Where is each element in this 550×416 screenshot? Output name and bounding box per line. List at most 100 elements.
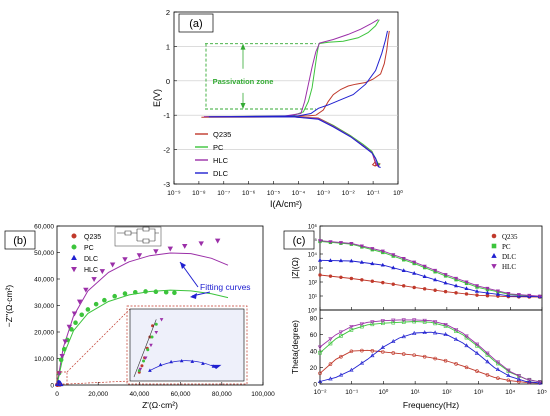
point-q235-impedance	[318, 273, 322, 277]
point-pc-phase	[380, 321, 385, 326]
point-hlc-impedance	[380, 249, 385, 254]
series-q235-line	[201, 30, 390, 167]
y-tick-label: 0	[313, 382, 317, 389]
point-hlc-phase	[317, 345, 323, 350]
point-dlc-phase	[349, 367, 354, 372]
inset-connector	[66, 308, 131, 373]
point-hlc	[91, 277, 97, 283]
inset-point-hlc	[149, 343, 153, 348]
point-hlc-impedance	[412, 260, 417, 265]
point-dlc-impedance	[412, 271, 417, 275]
point-hlc-impedance	[391, 253, 396, 257]
point-hlc-phase	[474, 342, 480, 347]
point-dlc-phase	[464, 343, 469, 348]
legend-q235-label: Q235	[213, 130, 231, 139]
panel-c-xlabel: Frequency(Hz)	[403, 400, 459, 410]
point-hlc-phase	[401, 318, 406, 323]
legend-hlc-label: HLC	[502, 263, 516, 271]
point-q235-impedance	[381, 280, 385, 285]
point-pc	[85, 307, 91, 312]
point-hlc	[76, 299, 83, 305]
y-tick-label: 20	[310, 365, 318, 372]
y-tick-label: 0	[50, 383, 54, 390]
y-tick-label: 1	[166, 42, 170, 51]
x-tick-label: 10⁻⁶	[242, 190, 256, 197]
point-hlc-impedance	[516, 293, 521, 297]
legend-hlc-label: HLC	[213, 156, 229, 165]
point-hlc-phase	[359, 322, 365, 327]
point-q235-phase	[391, 351, 396, 355]
point-q235-phase	[370, 348, 375, 353]
panel-b-label-box	[4, 230, 36, 250]
inset-fit	[149, 360, 214, 371]
point-dlc-impedance	[464, 286, 469, 291]
point-dlc-impedance	[317, 257, 323, 262]
point-hlc-impedance	[401, 256, 406, 261]
x-tick-label: 10⁻¹	[367, 190, 381, 197]
point-hlc	[56, 371, 62, 377]
inset-frame	[129, 308, 245, 382]
point-q235-phase	[496, 376, 500, 380]
legend-dlc-label: DLC	[84, 256, 98, 263]
point-hlc	[99, 269, 106, 275]
y-tick-label: 60,000	[34, 224, 54, 231]
x-tick-label: 80,000	[212, 391, 232, 398]
point-hlc-phase	[443, 322, 448, 327]
y-tick-label: 40,000	[34, 277, 54, 284]
point-dlc-impedance	[349, 258, 354, 263]
point-hlc-impedance	[474, 284, 480, 288]
point-q235-phase	[454, 362, 458, 366]
panel-c-top-ylabel: |Z|(Ω)	[290, 257, 300, 279]
legend-pc-label: PC	[213, 143, 224, 152]
point-dlc-phase	[401, 334, 406, 339]
x-tick-label: 10³	[474, 389, 484, 396]
point-hlc-impedance	[328, 240, 333, 244]
y-tick-label: 10,000	[34, 356, 54, 363]
panel-a-polarization-chart: 10⁻⁹ 10⁻⁸ 10⁻⁷ 10⁻⁶ 10⁻⁵ 10⁻⁴ 10⁻³ 10⁻² 10⁻¹ 10⁰ …	[152, 8, 403, 209]
point-dlc-impedance	[474, 289, 480, 293]
fit-hlc-phase	[319, 319, 543, 383]
x-tick-label: 10⁻⁴	[292, 190, 306, 197]
point-hlc-impedance	[338, 241, 343, 245]
point-pc	[112, 293, 117, 299]
point-pc-phase	[391, 320, 396, 325]
point-dlc-phase	[422, 330, 427, 335]
point-pc	[122, 291, 128, 296]
y-tick-label: 30,000	[34, 303, 54, 310]
point-dlc-impedance	[422, 274, 427, 278]
inset-point-hlc	[143, 356, 148, 360]
point-q235-impedance	[464, 292, 469, 296]
point-hlc	[214, 238, 221, 244]
inset-point-hlc	[159, 318, 164, 322]
point-hlc-impedance	[433, 268, 438, 273]
point-q235-phase	[422, 354, 427, 359]
point-q235-impedance	[443, 289, 448, 294]
panel-b-xlabel: Z'(Ω·cm²)	[142, 400, 178, 410]
series-hlc-line	[203, 19, 380, 167]
panel-c-label: (c)	[293, 235, 306, 247]
point-hlc-phase	[422, 318, 427, 323]
x-tick-label: 10²	[442, 389, 452, 396]
point-hlc-impedance	[454, 276, 459, 281]
inset-point-hlc	[154, 330, 159, 335]
point-hlc	[167, 246, 174, 252]
legend-pc-label: PC	[502, 243, 511, 251]
point-q235-impedance	[328, 274, 333, 278]
point-dlc-phase	[380, 345, 385, 349]
y-tick-label: 10²	[308, 281, 317, 287]
legend-dlc-marker	[71, 254, 77, 261]
point-hlc-phase	[328, 337, 333, 342]
point-hlc	[83, 287, 89, 293]
point-hlc-phase	[412, 318, 417, 323]
y-tick-label: 10¹	[308, 295, 317, 301]
point-q235-phase	[318, 371, 322, 376]
point-pc-phase	[401, 320, 406, 324]
fitting-curves-label: Fitting curves	[200, 282, 251, 292]
point-pc	[172, 290, 177, 296]
point-q235-phase	[412, 353, 416, 357]
point-q235-phase	[433, 356, 437, 361]
point-hlc-phase	[432, 320, 438, 325]
legend-pc-marker	[71, 244, 77, 250]
y-tick-label: 2	[166, 8, 170, 17]
fit-pc-impedance	[319, 240, 543, 298]
